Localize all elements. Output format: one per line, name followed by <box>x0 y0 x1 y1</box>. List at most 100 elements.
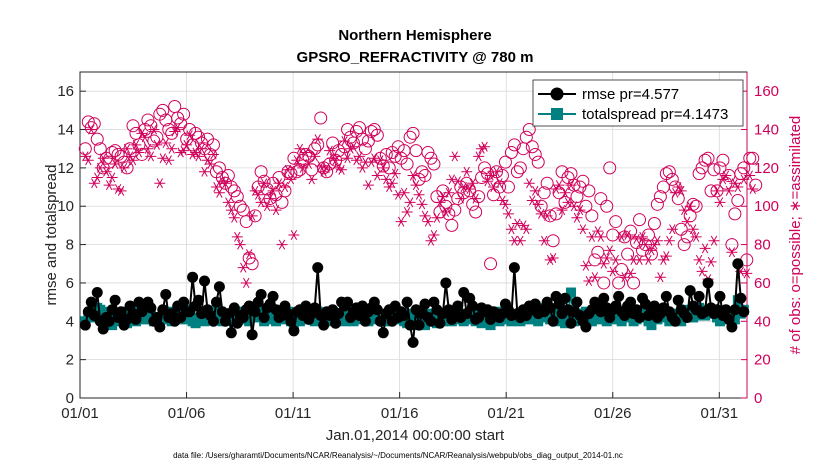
y-tick-label: 2 <box>66 352 74 369</box>
obs-assimilated-marker <box>556 205 568 216</box>
rmse-point <box>639 298 651 310</box>
obs-assimilated-marker <box>148 124 160 135</box>
obs-assimilated-marker <box>124 151 136 162</box>
spread-point <box>145 308 156 319</box>
obs-possible-marker <box>224 180 238 194</box>
obs-assimilated-marker <box>199 166 211 177</box>
obs-possible-marker <box>501 180 515 194</box>
spread-point <box>199 316 210 327</box>
obs-possible-marker <box>162 123 176 137</box>
rmse-point <box>547 315 559 327</box>
obs-assimilated-marker <box>145 151 157 162</box>
y-tick-label: 12 <box>57 160 74 177</box>
rmse-point <box>246 329 258 341</box>
obs-assimilated-marker <box>446 174 458 185</box>
rmse-point <box>669 315 681 327</box>
obs-assimilated-marker <box>711 185 723 196</box>
x-tick-label: 01/11 <box>275 405 311 422</box>
spread-point <box>256 306 267 317</box>
rmse-point <box>79 319 91 331</box>
obs-possible-marker <box>150 130 164 144</box>
rmse-point <box>729 304 741 316</box>
spread-point <box>485 320 496 331</box>
obs-assimilated-marker <box>270 205 282 216</box>
rmse-point <box>151 311 163 323</box>
obs-assimilated-marker <box>732 182 744 193</box>
obs-possible-marker <box>406 126 420 140</box>
obs-possible-marker <box>212 161 226 175</box>
x-tick-label: 01/31 <box>701 405 739 422</box>
obs-assimilated-marker <box>163 155 175 166</box>
y-axis-ticks: 0 2 4 6 8 10 12 14 16 <box>57 83 86 407</box>
obs-assimilated-marker <box>461 166 473 177</box>
obs-possible-marker <box>481 167 495 181</box>
obs-assimilated-marker <box>371 170 383 181</box>
obs-possible-marker <box>650 197 664 211</box>
rmse-point <box>720 304 732 316</box>
obs-assimilated-marker <box>207 149 219 160</box>
obs-possible-marker <box>206 138 220 152</box>
obs-possible-marker <box>585 209 599 223</box>
obs-possible-marker <box>352 121 366 135</box>
spread-point <box>527 312 538 323</box>
rmse-point <box>398 310 410 322</box>
obs-assimilated-marker <box>368 153 380 164</box>
obs-assimilated-marker <box>657 254 669 265</box>
obs-assimilated-marker <box>82 155 94 166</box>
rmse-point <box>225 327 237 339</box>
spread-point <box>476 318 487 329</box>
obs-possible-marker <box>469 205 483 219</box>
obs-assimilated-marker <box>604 245 616 256</box>
obs-assimilated-marker <box>392 189 404 200</box>
spread-point <box>101 306 112 317</box>
obs-assimilated-marker <box>130 139 142 150</box>
obs-possible-marker <box>519 130 533 144</box>
obs-possible-marker <box>510 165 524 179</box>
obs-possible-marker <box>531 155 545 169</box>
obs-possible-marker <box>570 190 584 204</box>
obs-possible-marker <box>156 103 170 117</box>
obs-possible-marker <box>230 190 244 204</box>
obs-assimilated-marker <box>279 182 291 193</box>
obs-assimilated-marker <box>249 185 261 196</box>
obs-assimilated-marker <box>666 224 678 235</box>
rmse-point <box>714 290 726 302</box>
spread-point <box>339 316 350 327</box>
rmse-point <box>249 306 261 318</box>
obs-assimilated-marker <box>386 178 398 189</box>
obs-possible-marker <box>701 151 715 165</box>
y-tick-label: 0 <box>66 390 74 407</box>
rmse-point <box>672 294 684 306</box>
obs-possible-marker <box>716 153 730 167</box>
obs-assimilated-marker <box>696 266 708 277</box>
obs-possible-marker <box>710 184 724 198</box>
obs-assimilated-marker <box>336 164 348 175</box>
obs-assimilated-marker <box>142 143 154 154</box>
obs-possible-marker <box>525 140 539 154</box>
spread-point <box>560 318 571 329</box>
obs-assimilated-marker <box>267 185 279 196</box>
obs-possible-marker <box>90 132 104 146</box>
obs-possible-marker <box>78 142 92 156</box>
obs-assimilated-marker <box>264 193 276 204</box>
spread-point <box>244 316 255 327</box>
obs-possible-marker <box>564 167 578 181</box>
obs-assimilated-marker <box>538 235 550 246</box>
rmse-point <box>613 290 625 302</box>
rmse-point <box>660 290 672 302</box>
obs-assimilated-marker <box>580 260 592 271</box>
y2-tick-label: 40 <box>754 313 771 330</box>
obs-assimilated-marker <box>610 254 622 265</box>
obs-assimilated-marker <box>637 231 648 242</box>
obs-assimilated-marker <box>79 151 91 162</box>
obs-assimilated-marker <box>219 178 231 189</box>
obs-assimilated-marker <box>228 212 240 223</box>
x-tick-label: 01/06 <box>168 405 206 422</box>
obs-possible-marker <box>144 119 158 133</box>
obs-possible-marker <box>308 142 322 156</box>
obs-assimilated-marker <box>383 182 395 193</box>
obs-possible-marker <box>427 157 441 171</box>
obs-assimilated-marker <box>505 224 517 235</box>
obs-possible-marker <box>686 197 700 211</box>
rmse-point <box>318 319 330 331</box>
